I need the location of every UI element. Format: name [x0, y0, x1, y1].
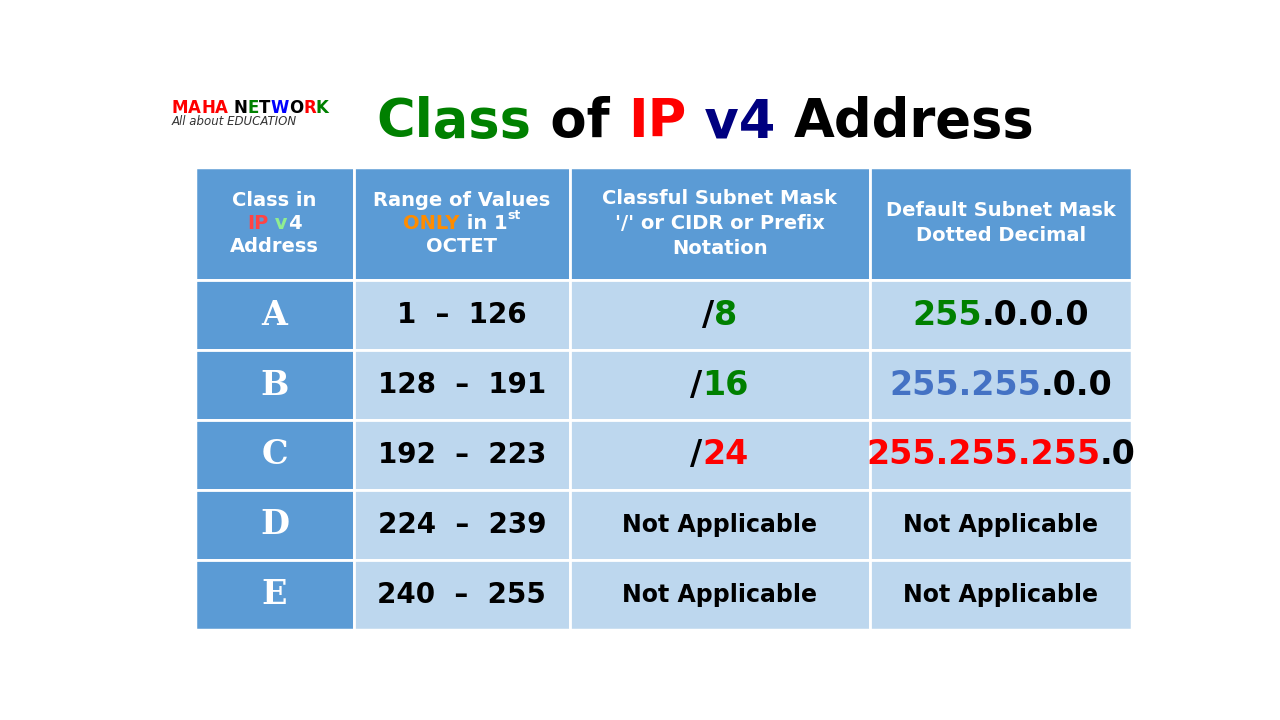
Text: All about EDUCATION: All about EDUCATION [172, 115, 297, 128]
Text: T: T [259, 99, 270, 117]
Text: v4: v4 [686, 96, 794, 148]
Text: H: H [201, 99, 215, 117]
Text: OCTET: OCTET [426, 238, 498, 256]
Text: M: M [172, 99, 188, 117]
Bar [195, 167, 355, 280]
Text: 224  –  239: 224 – 239 [378, 511, 547, 539]
Text: E: E [261, 578, 287, 611]
Text: 16: 16 [703, 369, 749, 402]
Bar [869, 420, 1133, 490]
Bar [195, 350, 355, 420]
Text: B: B [260, 369, 288, 402]
Text: 240  –  255: 240 – 255 [378, 581, 547, 609]
Text: Class: Class [376, 96, 531, 148]
Bar [355, 280, 570, 350]
Text: A: A [261, 299, 287, 332]
Text: Address: Address [230, 238, 319, 256]
Text: W: W [270, 99, 289, 117]
Bar [355, 420, 570, 490]
Bar [869, 167, 1133, 280]
Text: /: / [690, 369, 703, 402]
Text: Not Applicable: Not Applicable [622, 513, 817, 537]
Bar [869, 560, 1133, 630]
Bar [195, 280, 355, 350]
Text: .0.0.0: .0.0.0 [982, 299, 1089, 332]
Text: .0.0: .0.0 [1041, 369, 1112, 402]
Bar [570, 420, 869, 490]
Bar [570, 490, 869, 560]
Text: 4: 4 [288, 214, 302, 233]
Bar [570, 167, 869, 280]
Text: Not Applicable: Not Applicable [904, 513, 1098, 537]
Bar [355, 560, 570, 630]
Bar [355, 167, 570, 280]
Bar [195, 167, 1132, 630]
Text: 128  –  191: 128 – 191 [378, 371, 547, 399]
Text: A: A [215, 99, 228, 117]
Bar [869, 490, 1133, 560]
Text: .0: .0 [1100, 438, 1135, 472]
Text: A: A [188, 99, 201, 117]
Bar [570, 280, 869, 350]
Text: /: / [701, 299, 714, 332]
Bar [869, 350, 1133, 420]
Text: D: D [260, 508, 289, 541]
Text: 255.255: 255.255 [890, 369, 1041, 402]
Text: IP: IP [247, 214, 269, 233]
Text: 1  –  126: 1 – 126 [397, 301, 526, 329]
Text: Class in: Class in [232, 191, 316, 210]
Text: of: of [531, 96, 627, 148]
Bar [195, 420, 355, 490]
Bar [570, 350, 869, 420]
Bar [195, 560, 355, 630]
Text: v: v [269, 214, 288, 233]
Text: 8: 8 [714, 299, 737, 332]
Text: st: st [507, 210, 521, 222]
Text: in 1: in 1 [460, 214, 507, 233]
Text: Classful Subnet Mask
'/' or CIDR or Prefix
Notation: Classful Subnet Mask '/' or CIDR or Pref… [603, 189, 837, 258]
Text: 24: 24 [703, 438, 749, 472]
Text: Not Applicable: Not Applicable [904, 582, 1098, 607]
Bar [355, 350, 570, 420]
Text: E: E [247, 99, 259, 117]
Bar [869, 280, 1133, 350]
Text: ONLY: ONLY [403, 214, 460, 233]
Text: R: R [303, 99, 316, 117]
Text: Not Applicable: Not Applicable [622, 582, 817, 607]
Bar [355, 490, 570, 560]
Text: 192  –  223: 192 – 223 [378, 441, 547, 469]
Text: IP: IP [627, 96, 686, 148]
Text: C: C [261, 438, 288, 472]
Text: 255.255.255: 255.255.255 [865, 438, 1100, 472]
Text: Default Subnet Mask
Dotted Decimal: Default Subnet Mask Dotted Decimal [886, 202, 1116, 246]
Text: 255: 255 [913, 299, 982, 332]
Text: O: O [289, 99, 303, 117]
Text: K: K [316, 99, 329, 117]
Bar [570, 560, 869, 630]
Text: N: N [234, 99, 247, 117]
Text: /: / [690, 438, 703, 472]
Text: Range of Values: Range of Values [374, 191, 550, 210]
Text: Address: Address [794, 96, 1034, 148]
Bar [195, 490, 355, 560]
